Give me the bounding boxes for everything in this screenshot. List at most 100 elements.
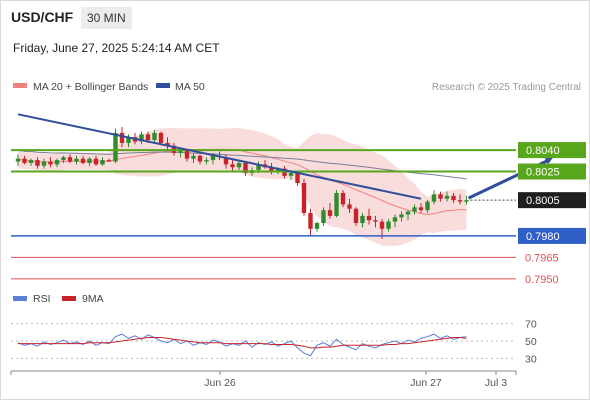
secondary-support-label: 0.7950	[525, 274, 559, 286]
candle	[74, 155, 79, 165]
candle-body	[87, 158, 92, 163]
level-labels: 0.8040 0.8025 0.8005 0.7980 0.7965 0.7950	[518, 142, 586, 286]
resistance-label: 0.8040	[526, 145, 560, 157]
candle-body	[61, 157, 66, 161]
resistance-label: 0.8025	[526, 167, 560, 179]
candle-body	[412, 207, 417, 212]
candle	[67, 154, 73, 163]
candle-body	[100, 160, 105, 165]
candle-body	[464, 200, 469, 202]
x-tick-label: Jul 3	[485, 377, 507, 389]
candle-body	[321, 210, 326, 224]
candle-body	[431, 194, 437, 202]
candle-body	[243, 162, 248, 173]
candle-body	[184, 150, 190, 159]
candle-body	[301, 182, 307, 214]
candle-body	[210, 155, 216, 161]
candle-body	[113, 132, 118, 162]
candle	[197, 154, 203, 165]
candle	[314, 221, 320, 232]
candle	[347, 198, 352, 214]
x-axis: Jun 26 Jun 27 Jul 3	[10, 370, 517, 389]
candle-body	[386, 221, 391, 229]
candle-body	[119, 132, 125, 143]
rsi-line	[17, 333, 467, 357]
rsi-legend-label: RSI	[33, 293, 51, 305]
support-label: 0.7980	[526, 231, 560, 243]
main-legend: MA 20 + Bollinger Bands MA 50	[13, 81, 205, 93]
candle-body	[22, 158, 27, 163]
candle	[360, 213, 365, 228]
candle-body	[360, 215, 365, 224]
candle	[22, 155, 27, 165]
candle-body	[405, 211, 411, 215]
candle-body	[379, 221, 385, 229]
candle	[236, 160, 242, 171]
candle-body	[41, 161, 47, 166]
candle	[152, 130, 157, 143]
rsi-tick-label: 70	[525, 319, 537, 331]
candle-body	[191, 155, 196, 159]
candle-body	[314, 223, 320, 229]
candle-body	[366, 215, 372, 221]
candle-body	[451, 195, 456, 201]
candle	[28, 158, 34, 166]
candle	[366, 208, 372, 225]
candle	[93, 155, 99, 166]
candle-body	[347, 204, 352, 209]
candle	[301, 178, 307, 216]
candle	[41, 158, 47, 169]
candle-body	[334, 193, 339, 216]
candle-body	[106, 160, 112, 162]
candle-body	[256, 164, 261, 171]
ma20-legend-label: MA 20 + Bollinger Bands	[33, 81, 148, 93]
candle	[100, 157, 105, 166]
candle	[431, 190, 437, 205]
candle-body	[74, 158, 79, 162]
candle-body	[54, 160, 60, 165]
credit-text: Research © 2025 Trading Central	[432, 82, 581, 93]
candle-body	[223, 157, 229, 165]
x-tick-label: Jun 26	[204, 377, 236, 389]
candle	[35, 157, 40, 169]
candle	[444, 191, 450, 202]
candle-body	[126, 137, 131, 143]
symbol-title: USD/CHF	[11, 9, 74, 25]
candle	[243, 161, 248, 176]
candle	[204, 157, 209, 165]
candle-body	[236, 162, 242, 168]
candle	[80, 155, 86, 165]
rsi-ma-legend-swatch	[62, 296, 76, 301]
candle	[327, 203, 333, 219]
candle	[295, 171, 300, 186]
candle-body	[373, 220, 378, 222]
candle	[451, 193, 456, 204]
candle	[15, 154, 21, 166]
candle	[399, 211, 404, 222]
candle	[223, 154, 229, 169]
candle	[418, 203, 424, 214]
candle	[321, 207, 326, 226]
ma20-legend-swatch	[13, 83, 27, 88]
candle-body	[275, 168, 281, 172]
candle	[425, 200, 430, 214]
candle-body	[15, 158, 21, 162]
candle	[61, 155, 66, 163]
candle	[48, 157, 53, 168]
candle	[412, 204, 417, 215]
ma50-legend-label: MA 50	[175, 81, 205, 93]
rsi-panel: RSI 9MA 70 50 30	[11, 293, 537, 365]
candle	[386, 218, 391, 232]
candle	[54, 158, 60, 168]
candle	[457, 194, 463, 205]
last-price-label: 0.8005	[526, 195, 560, 207]
candle	[438, 191, 443, 202]
candle-body	[80, 158, 86, 163]
candle	[340, 190, 346, 208]
candle-body	[457, 200, 463, 202]
timeframe-badge[interactable]: 30 MIN	[81, 7, 132, 29]
support-tag	[518, 227, 586, 244]
candle-body	[197, 155, 203, 162]
secondary-support-label: 0.7965	[525, 252, 559, 264]
candle	[165, 137, 170, 151]
